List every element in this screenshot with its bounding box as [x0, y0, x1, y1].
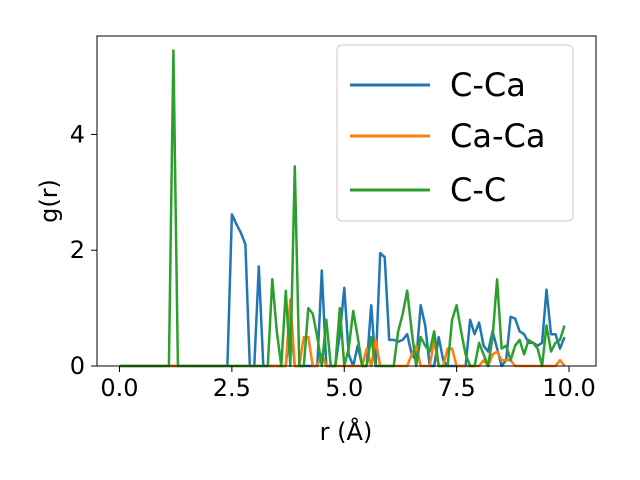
- x-tick-label: 0.0: [100, 374, 138, 402]
- x-axis: 0.0 2.5 5.0 7.5 10.0: [100, 366, 596, 402]
- x-tick-label: 10.0: [542, 374, 595, 402]
- series-line-c-c: [119, 49, 566, 368]
- plot-frame: [96, 35, 597, 367]
- legend-box: [336, 44, 574, 222]
- x-tick-label: 7.5: [438, 374, 476, 402]
- y-tick-label: 2: [70, 236, 85, 264]
- y-axis-label: g(r): [35, 179, 63, 223]
- legend-label-c-ca: C-Ca: [450, 66, 526, 104]
- x-tick-label: 5.0: [325, 374, 363, 402]
- y-tick-label: 0: [70, 352, 85, 380]
- legend-label-ca-ca: Ca-Ca: [450, 117, 545, 155]
- legend: C-Ca Ca-Ca C-C: [336, 44, 574, 222]
- y-tick-label: 4: [70, 120, 85, 148]
- x-tick-label: 2.5: [213, 374, 251, 402]
- legend-label-c-c: C-C: [450, 171, 506, 209]
- x-axis-label: r (Å): [320, 417, 373, 446]
- y-axis: 0 2 4: [70, 120, 97, 380]
